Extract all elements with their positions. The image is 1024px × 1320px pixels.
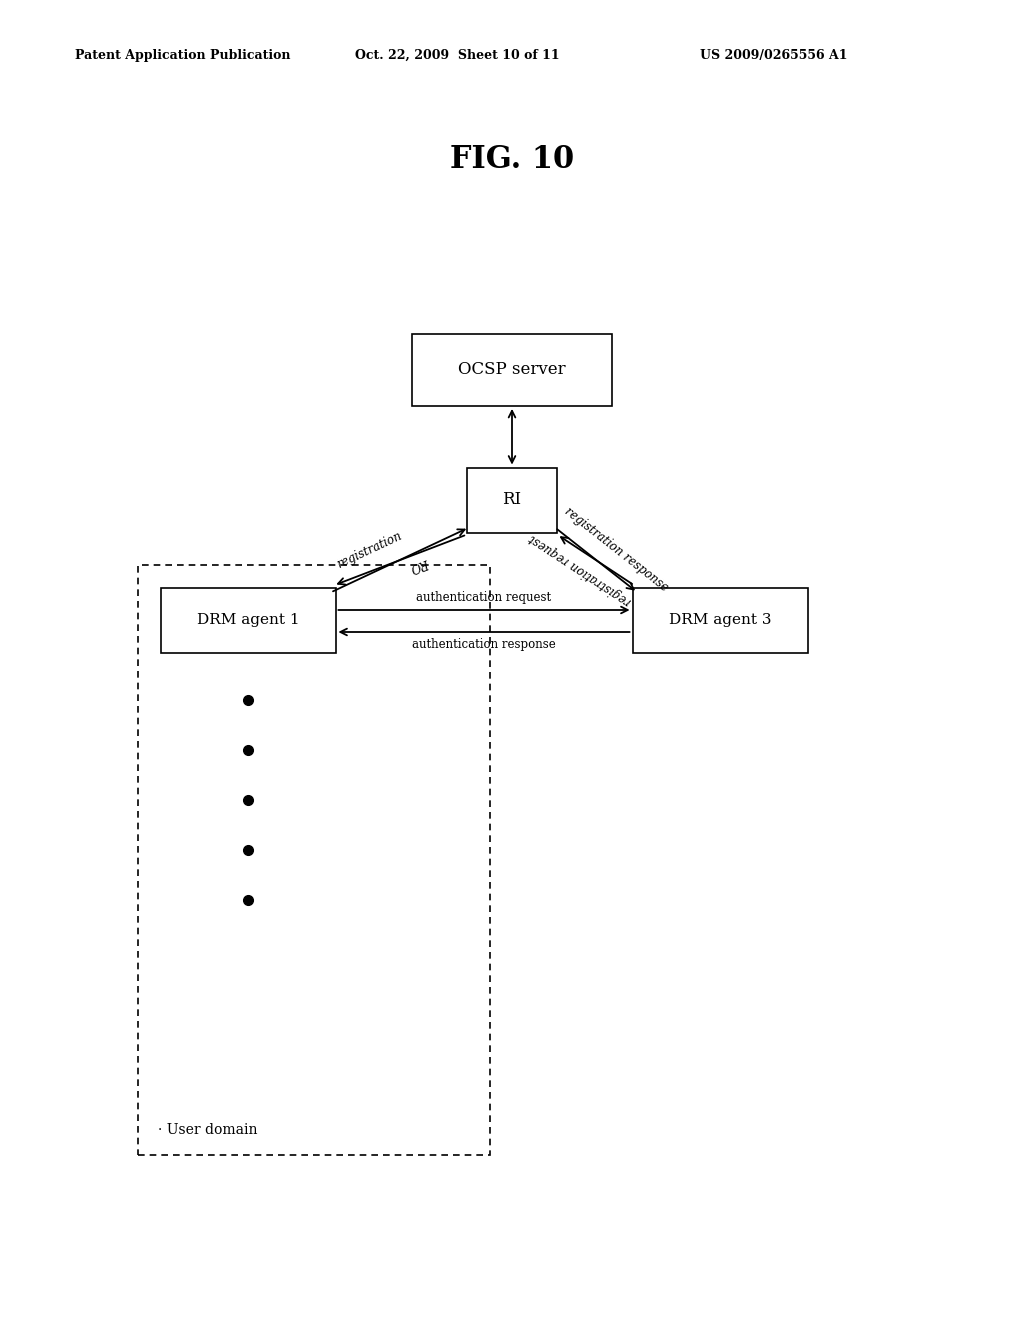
Text: RI: RI bbox=[503, 491, 521, 508]
Text: FIG. 10: FIG. 10 bbox=[450, 144, 574, 176]
Bar bbox=[161, 587, 336, 652]
Text: authentication request: authentication request bbox=[417, 591, 552, 605]
Text: DRM agent 3: DRM agent 3 bbox=[669, 612, 771, 627]
Text: RO: RO bbox=[410, 556, 431, 574]
Text: registration: registration bbox=[335, 529, 404, 570]
Text: DRM agent 1: DRM agent 1 bbox=[197, 612, 299, 627]
Text: · User domain: · User domain bbox=[158, 1123, 257, 1137]
Text: registration response: registration response bbox=[562, 506, 671, 595]
Text: US 2009/0265556 A1: US 2009/0265556 A1 bbox=[700, 49, 848, 62]
Text: registration request: registration request bbox=[527, 532, 634, 609]
Text: OCSP server: OCSP server bbox=[458, 362, 566, 379]
Bar bbox=[138, 565, 490, 1155]
Text: Patent Application Publication: Patent Application Publication bbox=[75, 49, 291, 62]
Bar bbox=[633, 587, 808, 652]
Bar bbox=[412, 334, 612, 407]
Bar bbox=[467, 467, 557, 532]
Text: authentication response: authentication response bbox=[412, 638, 556, 651]
Text: Oct. 22, 2009  Sheet 10 of 11: Oct. 22, 2009 Sheet 10 of 11 bbox=[355, 49, 560, 62]
